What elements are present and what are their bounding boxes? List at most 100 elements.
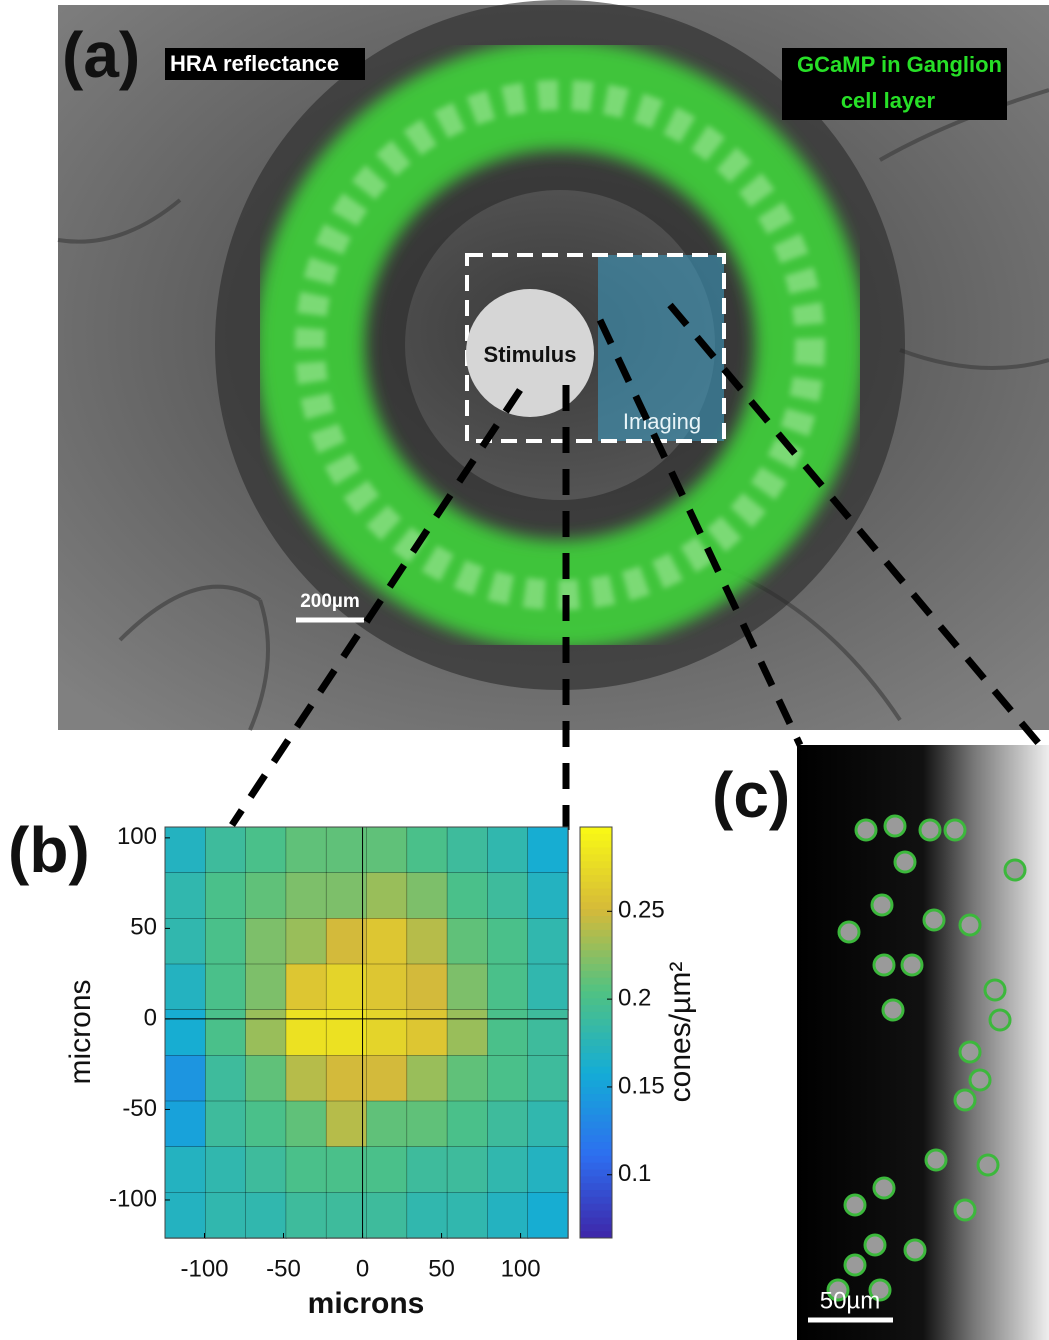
contour-cell	[447, 1101, 488, 1147]
y-tick-label: 100	[117, 823, 157, 850]
y-tick-label: 50	[130, 914, 157, 941]
contour-cell	[447, 1055, 488, 1101]
contour-cell	[367, 1147, 408, 1193]
contour-cell	[165, 918, 206, 964]
colorbar-step	[580, 1142, 612, 1149]
colorbar-step	[580, 964, 612, 971]
contour-cell	[447, 873, 488, 919]
imaging-label: Imaging	[623, 409, 701, 434]
contour-cell	[205, 1147, 246, 1193]
colorbar-step	[580, 1108, 612, 1115]
contour-cell	[326, 918, 367, 964]
colorbar-step	[580, 1122, 612, 1129]
contour-cell	[326, 873, 367, 919]
contour-cell	[246, 964, 287, 1010]
contour-cell	[326, 1147, 367, 1193]
contour-cell	[487, 1010, 528, 1056]
contour-cell	[528, 827, 569, 873]
contour-cell	[165, 1147, 206, 1193]
colorbar-tick-label: 0.2	[618, 984, 651, 1011]
colorbar-step	[580, 1101, 612, 1108]
contour-cell	[165, 964, 206, 1010]
contour-cell	[487, 1192, 528, 1238]
contour-cell	[286, 1010, 327, 1056]
contour-cell	[407, 1055, 448, 1101]
contour-cell	[367, 1101, 408, 1147]
colorbar-step	[580, 889, 612, 896]
contour-cell	[165, 1010, 206, 1056]
colorbar-step	[580, 1135, 612, 1142]
contour-cell	[205, 827, 246, 873]
contour-cell	[447, 1192, 488, 1238]
colorbar-step	[580, 909, 612, 916]
contour-cell	[407, 964, 448, 1010]
colorbar-title: cones/µm²	[664, 962, 697, 1103]
x-axis-title: microns	[308, 1287, 425, 1320]
colorbar-step	[580, 943, 612, 950]
colorbar-step	[580, 854, 612, 861]
colorbar-step	[580, 1094, 612, 1101]
contour-cell	[205, 1010, 246, 1056]
contour-cell	[528, 964, 569, 1010]
contour-cell	[367, 964, 408, 1010]
colorbar-step	[580, 902, 612, 909]
contour-cell	[165, 873, 206, 919]
colorbar-step	[580, 1231, 612, 1238]
contour-cell	[487, 1055, 528, 1101]
colorbar-step	[580, 834, 612, 841]
contour-cell	[286, 1192, 327, 1238]
contour-cell	[447, 918, 488, 964]
contour-cell	[407, 918, 448, 964]
colorbar-step	[580, 1183, 612, 1190]
contour-cell	[286, 873, 327, 919]
contour-cell	[246, 827, 287, 873]
contour-cell	[246, 1055, 287, 1101]
contour-cell	[165, 1192, 206, 1238]
contour-cell	[326, 964, 367, 1010]
colorbar-step	[580, 971, 612, 978]
colorbar-step	[580, 1019, 612, 1026]
contour-cell	[528, 918, 569, 964]
contour-cell	[205, 1192, 246, 1238]
gcamp-label: GCaMP in Ganglion	[797, 52, 1002, 77]
colorbar-step	[580, 868, 612, 875]
contour-cell	[487, 918, 528, 964]
panel-c: (c) 50µm	[712, 745, 1049, 1340]
contour-cell	[326, 1101, 367, 1147]
x-tick-label: 100	[501, 1255, 541, 1282]
contour-cell	[487, 827, 528, 873]
contour-cell	[205, 873, 246, 919]
colorbar-step	[580, 848, 612, 855]
contour-cell	[165, 1101, 206, 1147]
contour-cell	[246, 873, 287, 919]
contour-cell	[528, 873, 569, 919]
colorbar-tick-label: 0.1	[618, 1160, 651, 1187]
contour-cell	[407, 1010, 448, 1056]
contour-cell	[246, 1010, 287, 1056]
panel-label: (b)	[8, 814, 90, 886]
contour-cell	[528, 1192, 569, 1238]
colorbar-step	[580, 1115, 612, 1122]
contour-cell	[286, 1055, 327, 1101]
colorbar-step	[580, 896, 612, 903]
contour-cell	[205, 918, 246, 964]
contour-cell	[487, 1101, 528, 1147]
colorbar-step	[580, 1074, 612, 1081]
colorbar-step	[580, 1211, 612, 1218]
panel-label: (a)	[62, 19, 140, 91]
hra-label: HRA reflectance	[170, 51, 339, 76]
contour-cell	[246, 1192, 287, 1238]
colorbar-step	[580, 1067, 612, 1074]
colorbar-step	[580, 1163, 612, 1170]
colorbar-step	[580, 1053, 612, 1060]
colorbar-step	[580, 937, 612, 944]
colorbar-step	[580, 1033, 612, 1040]
colorbar-step	[580, 985, 612, 992]
colorbar-step	[580, 841, 612, 848]
colorbar-step	[580, 827, 612, 834]
colorbar-step	[580, 1170, 612, 1177]
colorbar-tick-label: 0.15	[618, 1072, 665, 1099]
contour-cell	[286, 827, 327, 873]
colorbar-step	[580, 1156, 612, 1163]
